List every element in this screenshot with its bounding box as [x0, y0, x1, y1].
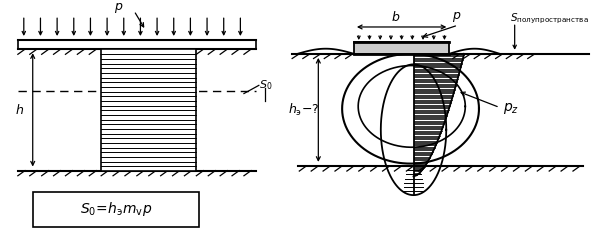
- Text: $b$: $b$: [391, 10, 400, 24]
- Text: $p$: $p$: [114, 1, 124, 15]
- Text: $p$: $p$: [452, 10, 462, 24]
- Bar: [354, 42, 449, 54]
- Text: $p_z$: $p_z$: [503, 101, 519, 116]
- Text: $S_{\rm полупространства}$: $S_{\rm полупространства}$: [511, 12, 589, 26]
- Text: $h$: $h$: [15, 103, 24, 117]
- Text: $h_{\sf э}{-}?$: $h_{\sf э}{-}?$: [288, 102, 319, 118]
- Bar: [101, 49, 196, 171]
- Text: $S_0\!=\!h_{\sf э}m_{\sf v}p$: $S_0\!=\!h_{\sf э}m_{\sf v}p$: [80, 200, 152, 218]
- Bar: [33, 192, 199, 227]
- Text: $S_0$: $S_0$: [259, 78, 273, 92]
